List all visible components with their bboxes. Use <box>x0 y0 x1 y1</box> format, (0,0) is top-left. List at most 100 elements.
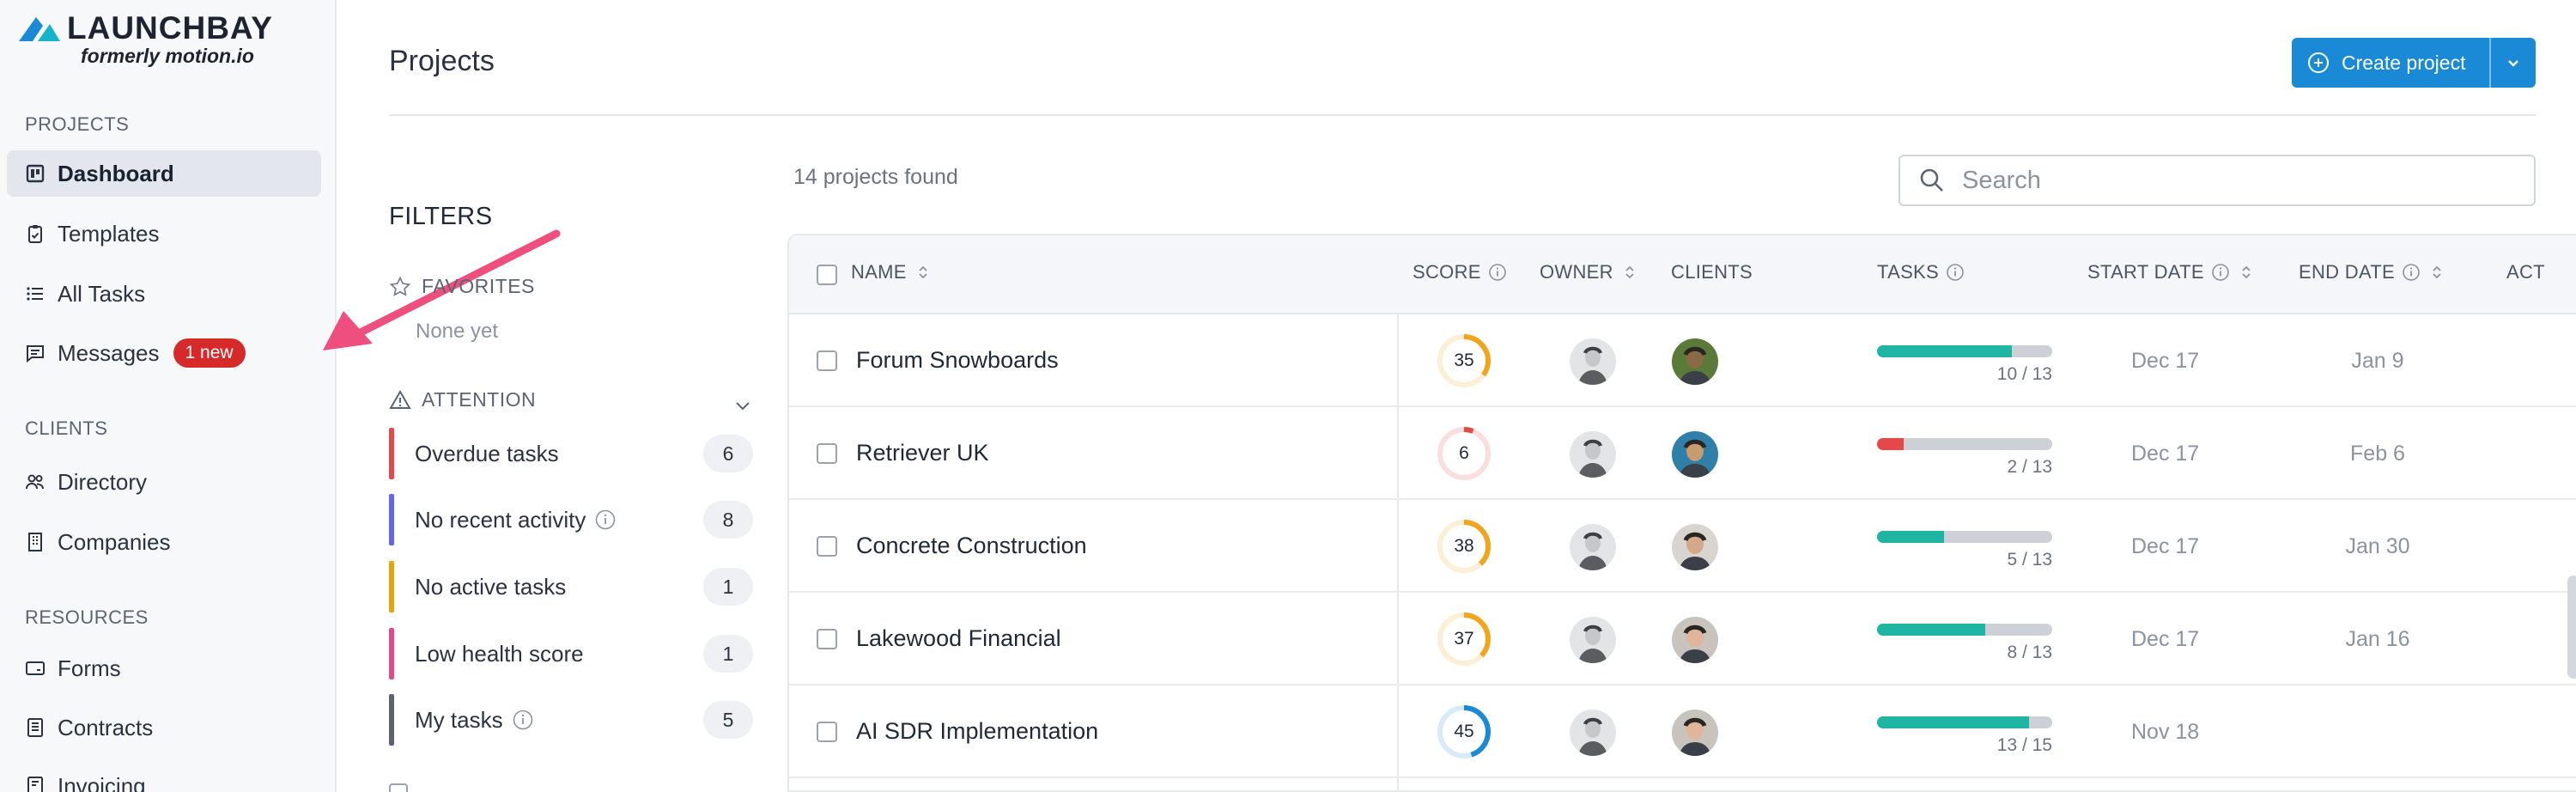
info-icon[interactable] <box>594 509 617 531</box>
star-icon <box>389 275 411 296</box>
clipboard-icon <box>25 223 46 244</box>
dashboard-icon <box>25 163 46 184</box>
column-start-date[interactable]: START DATE <box>2087 261 2256 283</box>
create-project-label: Create project <box>2342 51 2466 74</box>
client-avatar[interactable] <box>1672 617 1718 663</box>
client-avatar[interactable] <box>1672 710 1718 756</box>
table-row[interactable]: Forum Snowboards 35 10 / 13 Dec 17 Jan 9 <box>789 314 2576 407</box>
plus-circle-icon <box>2308 52 2329 73</box>
logo-mark-icon <box>19 17 60 41</box>
end-date: Feb 6 <box>2350 442 2405 466</box>
info-icon <box>1488 264 1506 281</box>
end-date: Jan 9 <box>2351 349 2404 373</box>
tasks-count: 10 / 13 <box>1996 364 2052 384</box>
row-checkbox[interactable] <box>817 536 837 557</box>
document-icon <box>25 717 46 738</box>
client-avatar[interactable] <box>1672 338 1718 385</box>
row-checkbox[interactable] <box>817 443 837 464</box>
project-name[interactable]: Lakewood Financial <box>856 625 1061 651</box>
filter-color-bar <box>389 694 394 746</box>
start-date: Dec 17 <box>2131 442 2200 466</box>
owner-avatar[interactable] <box>1570 524 1616 570</box>
table-row[interactable]: AI SDR Implementation 45 13 / 15 Nov 18 <box>789 685 2576 778</box>
filter-count: 1 <box>703 635 753 673</box>
score-ring-icon <box>1437 705 1491 758</box>
owner-avatar[interactable] <box>1570 431 1616 478</box>
sidebar-item-label: Forms <box>58 655 121 681</box>
tasks-count: 5 / 13 <box>2007 550 2052 570</box>
sidebar-item-label: Messages <box>58 339 160 366</box>
sidebar-item-label: Templates <box>58 220 160 247</box>
sidebar-item-templates[interactable]: Templates <box>7 210 321 257</box>
sidebar-item-forms[interactable]: Forms <box>7 645 321 691</box>
search-box <box>1899 155 2536 206</box>
favorites-group[interactable]: FAVORITES <box>389 275 535 298</box>
row-checkbox[interactable] <box>817 350 837 371</box>
info-icon[interactable] <box>512 709 534 731</box>
column-score[interactable]: SCORE <box>1413 261 1507 283</box>
create-project-dropdown[interactable] <box>2489 38 2536 88</box>
logo[interactable]: LAUNCHBAY formerly motion.io <box>17 10 273 68</box>
scrollbar[interactable] <box>2567 576 2576 679</box>
owner-avatar[interactable] <box>1570 617 1616 663</box>
filter-overdue-tasks[interactable]: Overdue tasks 6 <box>389 428 753 479</box>
filter-no-recent-activity[interactable]: No recent activity 8 <box>389 494 753 545</box>
project-name[interactable]: Retriever UK <box>856 440 989 466</box>
create-project-button[interactable]: Create project <box>2292 38 2489 88</box>
health-score-value: 45 <box>1454 722 1474 741</box>
status-group-checkbox[interactable] <box>389 783 408 792</box>
start-date: Dec 17 <box>2131 349 2200 373</box>
owner-avatar[interactable] <box>1570 338 1616 385</box>
search-icon <box>1920 168 1943 192</box>
header-divider <box>389 114 2536 116</box>
sort-icon <box>1625 265 1634 279</box>
tasks-progress-fill <box>1877 624 1985 636</box>
sidebar-item-all-tasks[interactable]: All Tasks <box>7 271 321 317</box>
column-owner[interactable]: OWNER <box>1540 261 1639 283</box>
client-avatar[interactable] <box>1672 524 1718 570</box>
sidebar-item-companies[interactable]: Companies <box>7 519 321 565</box>
sidebar-item-directory[interactable]: Directory <box>7 459 321 505</box>
table-row[interactable]: Lakewood Financial 37 8 / 13 Dec 17 Jan … <box>789 593 2576 685</box>
project-name[interactable]: AI SDR Implementation <box>856 718 1099 744</box>
score-ring-icon <box>1437 612 1491 666</box>
project-name[interactable]: Concrete Construction <box>856 533 1087 558</box>
sidebar-item-dashboard[interactable]: Dashboard <box>7 150 321 197</box>
row-checkbox[interactable] <box>817 722 837 742</box>
sidebar-item-label: Dashboard <box>58 160 174 186</box>
filter-color-bar <box>389 428 394 479</box>
sidebar-item-label: Contracts <box>58 714 154 740</box>
filter-no-active-tasks[interactable]: No active tasks 1 <box>389 561 753 612</box>
client-avatar[interactable] <box>1672 431 1718 478</box>
tasks-progress-fill <box>1877 345 2012 357</box>
filter-label: My tasks <box>415 707 534 734</box>
table-row[interactable]: Concrete Construction 38 5 / 13 Dec 17 J… <box>789 500 2576 593</box>
sidebar-item-messages[interactable]: Messages 1 new <box>7 330 321 376</box>
filter-low-health-score[interactable]: Low health score 1 <box>389 628 753 679</box>
column-divider <box>1397 314 1399 790</box>
filter-count: 1 <box>703 568 753 606</box>
filter-count: 5 <box>703 701 753 739</box>
search-input[interactable] <box>1962 166 2512 195</box>
health-score-value: 37 <box>1454 629 1474 649</box>
page-title: Projects <box>389 45 495 77</box>
attention-group[interactable]: ATTENTION <box>389 388 536 411</box>
info-icon <box>1947 264 1964 281</box>
sidebar-item-label: Invoicing <box>58 772 146 792</box>
column-end-date[interactable]: END DATE <box>2299 261 2446 283</box>
owner-avatar[interactable] <box>1570 710 1616 756</box>
project-name[interactable]: Forum Snowboards <box>856 347 1059 373</box>
column-name[interactable]: NAME <box>851 261 933 283</box>
tasks-progress-bar <box>1877 531 2052 543</box>
row-checkbox[interactable] <box>817 629 837 649</box>
tasks-progress-fill <box>1877 531 1944 543</box>
table-row[interactable]: Retriever UK 6 2 / 13 Dec 17 Feb 6 <box>789 407 2576 500</box>
sidebar-item-contracts[interactable]: Contracts <box>7 704 321 751</box>
column-tasks[interactable]: TASKS <box>1877 261 1965 283</box>
filter-color-bar <box>389 561 394 612</box>
tasks-progress-bar <box>1877 345 2052 357</box>
chevron-down-icon[interactable] <box>732 395 753 416</box>
filter-my-tasks[interactable]: My tasks 5 <box>389 694 753 746</box>
select-all-checkbox[interactable] <box>817 265 837 285</box>
sidebar-item-invoicing[interactable]: Invoicing <box>7 763 321 792</box>
